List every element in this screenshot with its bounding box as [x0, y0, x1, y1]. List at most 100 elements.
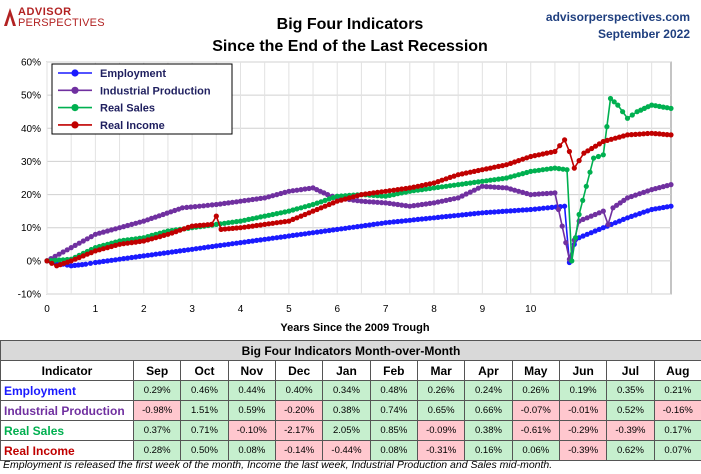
data-point [322, 197, 328, 203]
data-point [205, 244, 211, 250]
data-point [419, 201, 425, 208]
chart: -10% 0% 10% 20% 30% 40% 50% 60% 0 1 2 3 4 5 6 7 8 9 10 Em… [18, 58, 674, 334]
data-point [133, 220, 139, 226]
data-point [511, 159, 518, 165]
data-point [217, 201, 223, 207]
table-row: Industrial Production -0.98% 1.51% 0.59% -0.… [0, 400, 701, 421]
data-point [221, 220, 227, 226]
data-point [516, 207, 522, 213]
data-point [455, 182, 461, 188]
row-indicator-name: Real Income [0, 440, 134, 461]
data-point [246, 224, 252, 230]
data-point [596, 210, 602, 216]
table-cell: 0.48% [369, 380, 418, 401]
data-point [632, 192, 639, 198]
data-point [141, 218, 147, 224]
data-point [173, 248, 179, 255]
data-point [584, 215, 590, 221]
data-point [536, 152, 542, 158]
data-point [589, 145, 595, 152]
data-point [302, 231, 308, 237]
data-point [169, 230, 175, 236]
row-indicator-name: Industrial Production [0, 400, 134, 421]
x-tick-label: 3 [189, 304, 195, 315]
data-point [222, 226, 228, 232]
data-point [475, 167, 481, 174]
data-point [383, 188, 389, 194]
data-point [282, 234, 288, 240]
data-point [649, 130, 655, 136]
data-point [508, 186, 514, 192]
data-point [229, 219, 235, 225]
data-point [181, 247, 187, 253]
data-point [233, 240, 240, 246]
data-point [475, 185, 481, 191]
data-point [141, 253, 147, 259]
data-point [423, 216, 429, 222]
y-tick-label: 60% [21, 58, 41, 69]
logo-mark-icon [4, 8, 16, 26]
data-point [411, 188, 417, 194]
data-point [391, 192, 397, 198]
data-point [286, 188, 292, 194]
data-point [185, 247, 191, 253]
data-point [188, 204, 194, 210]
data-point [298, 231, 304, 237]
data-point [600, 208, 606, 214]
data-point [184, 204, 190, 210]
table-cell: -0.39% [558, 440, 608, 461]
data-point [217, 242, 223, 248]
data-point [544, 166, 550, 172]
header-month: Nov [227, 360, 276, 381]
data-point [262, 195, 268, 201]
data-point [451, 182, 457, 188]
data-point [447, 196, 453, 203]
data-point [399, 186, 405, 192]
data-point [645, 208, 651, 214]
data-point [250, 223, 256, 229]
data-point [108, 257, 115, 263]
data-point [423, 182, 429, 188]
data-point [612, 135, 619, 141]
x-tick-label: 9 [480, 304, 486, 315]
table-row: Employment 0.29% 0.46% 0.44% 0.40% 0.34% 0.48%… [0, 380, 701, 401]
data-point [125, 255, 131, 261]
data-point [125, 240, 131, 246]
data-point [96, 247, 102, 253]
data-point [258, 222, 264, 228]
data-point [326, 196, 332, 202]
data-point [536, 191, 542, 197]
data-point [471, 211, 477, 217]
data-point [266, 221, 272, 227]
data-point [439, 214, 445, 220]
data-point [467, 180, 473, 186]
data-point [241, 217, 248, 223]
data-point [511, 208, 518, 214]
data-point [459, 212, 465, 218]
data-point [407, 185, 413, 191]
data-point [104, 245, 111, 251]
data-point [286, 233, 292, 239]
data-point [508, 208, 514, 214]
data-point [302, 211, 308, 218]
data-point [576, 158, 582, 164]
y-tick-label: 50% [21, 91, 41, 102]
data-point [354, 193, 360, 199]
data-point [587, 169, 593, 175]
data-point [463, 191, 469, 197]
data-point [612, 220, 619, 226]
data-point [179, 205, 185, 211]
data-point [411, 203, 417, 209]
data-point [479, 210, 485, 216]
data-point [233, 219, 240, 225]
legend-box [51, 63, 233, 135]
chart-title: Big Four Indicators Since the End of the… [170, 14, 530, 58]
data-point [548, 166, 554, 172]
table-cell: 0.16% [464, 440, 513, 461]
data-point [310, 201, 316, 208]
data-point [637, 131, 643, 137]
data-point [209, 243, 215, 250]
data-point [431, 215, 437, 221]
data-point [326, 227, 332, 234]
series-industrial-production [44, 182, 674, 264]
